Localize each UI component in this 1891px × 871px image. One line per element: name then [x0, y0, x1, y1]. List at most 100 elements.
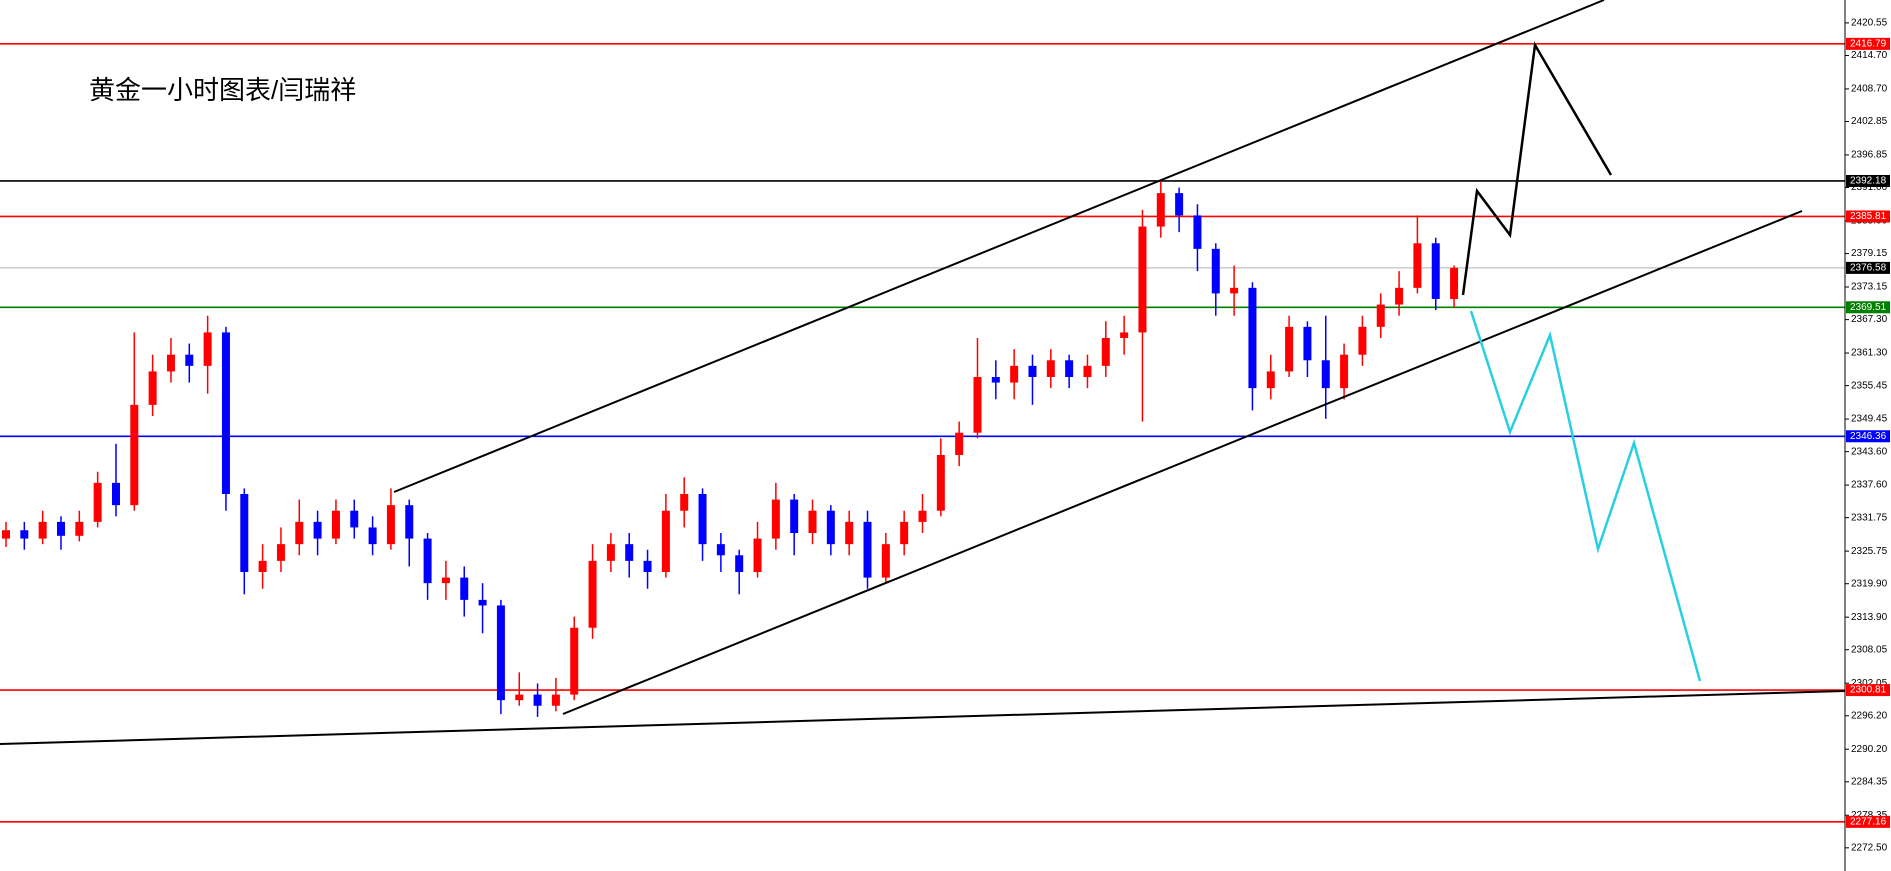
candle-body — [515, 694, 524, 701]
chart-title: 黄金一小时图表/闫瑞祥 — [89, 75, 356, 105]
level-label-bg — [1846, 815, 1890, 828]
y-tick-label: 2296.20 — [1851, 710, 1888, 721]
level-label-bg — [1846, 261, 1890, 274]
y-tick-label: 2391.00 — [1851, 182, 1888, 193]
candle-body — [1248, 287, 1257, 389]
y-tick-label: 2367.30 — [1851, 314, 1888, 325]
candle-body — [56, 521, 65, 536]
candle-body — [148, 371, 157, 405]
candle-body — [680, 494, 689, 511]
trend-line — [0, 690, 1846, 745]
candle-body — [570, 627, 579, 695]
y-tick-label: 2319.90 — [1851, 578, 1888, 589]
level-label: 2392.18 — [1850, 176, 1887, 187]
candle-body — [1303, 326, 1312, 361]
candle-body — [1120, 332, 1129, 338]
level-label-bg — [1846, 430, 1890, 443]
level-label-bg — [1846, 301, 1890, 314]
y-tick-label: 2284.35 — [1851, 776, 1888, 787]
y-tick-label: 2343.60 — [1851, 446, 1888, 457]
annotations — [0, 0, 1846, 745]
candle-body — [313, 521, 322, 539]
level-label: 2376.58 — [1850, 263, 1887, 274]
candle-body — [240, 494, 249, 573]
candle-body — [1413, 243, 1422, 288]
candle-body — [643, 560, 652, 573]
y-tick-label: 2325.75 — [1851, 546, 1888, 557]
candle-body — [1065, 360, 1074, 377]
level-label: 2416.79 — [1850, 38, 1887, 49]
candle-body — [1083, 365, 1092, 377]
candle-body — [1046, 360, 1055, 377]
candle-body — [20, 530, 29, 539]
candle-body — [826, 510, 835, 545]
candle-body — [1266, 371, 1275, 389]
level-label-bg — [1846, 684, 1890, 697]
candle-body — [973, 376, 982, 433]
y-tick-label: 2402.85 — [1851, 116, 1888, 127]
forecast-arrow — [1469, 310, 1702, 682]
y-tick-label: 2302.05 — [1851, 678, 1888, 689]
candle-body — [1321, 360, 1330, 389]
candle-body — [295, 521, 304, 545]
candle-body — [1156, 193, 1165, 227]
level-label-bg — [1846, 174, 1890, 187]
candle-body — [1193, 215, 1202, 249]
candle-body — [1395, 287, 1404, 305]
y-tick-label: 2272.50 — [1851, 842, 1888, 853]
candle-body — [1175, 193, 1184, 216]
candle-body — [38, 521, 47, 539]
candle-body — [203, 332, 212, 366]
candle-body — [166, 354, 175, 372]
candle-body — [735, 555, 744, 573]
level-label: 2346.36 — [1850, 431, 1887, 442]
candle-body — [881, 544, 890, 578]
y-tick-label: 2408.70 — [1851, 84, 1888, 95]
forecast-arrow — [1461, 41, 1613, 296]
level-label: 2300.81 — [1850, 685, 1887, 696]
candle-body — [258, 560, 267, 573]
candle-body — [2, 530, 10, 539]
trend-line — [562, 210, 1803, 715]
y-tick-label: 2396.85 — [1851, 150, 1888, 161]
candle-body — [625, 544, 634, 561]
candle-body — [405, 505, 414, 539]
candle-body — [350, 510, 359, 528]
candle-body — [1285, 326, 1294, 372]
level-label: 2369.51 — [1850, 302, 1887, 313]
candle-body — [808, 510, 817, 534]
candle-body — [845, 521, 854, 545]
candle-body — [221, 332, 230, 495]
candle-body — [1450, 267, 1459, 299]
level-label: 2385.81 — [1850, 211, 1887, 222]
y-tick-label: 2290.20 — [1851, 744, 1888, 755]
y-tick-label: 2420.55 — [1851, 18, 1888, 29]
y-tick-label: 2361.30 — [1851, 348, 1888, 359]
candle-body — [900, 521, 909, 545]
candle-body — [588, 560, 597, 628]
candle-body — [368, 527, 377, 545]
trend-line — [393, 0, 1605, 493]
candle-body — [496, 605, 505, 701]
candle-body — [1340, 354, 1349, 389]
candle-body — [698, 494, 707, 545]
y-tick-label: 2355.45 — [1851, 380, 1888, 391]
candle-body — [991, 376, 1000, 383]
candle-body — [478, 599, 487, 606]
y-tick-label: 2379.15 — [1851, 248, 1888, 259]
y-tick-label: 2337.60 — [1851, 480, 1888, 491]
candle-body — [331, 510, 340, 539]
candle-body — [111, 482, 120, 506]
level-label-bg — [1846, 37, 1890, 50]
candle-body — [1028, 365, 1037, 377]
y-tick-label: 2331.75 — [1851, 512, 1888, 523]
candle-body — [863, 521, 872, 578]
candle-body — [75, 521, 84, 536]
y-tick-label: 2308.05 — [1851, 644, 1888, 655]
y-tick-label: 2349.45 — [1851, 414, 1888, 425]
candle-body — [185, 354, 194, 366]
candle-body — [93, 482, 102, 522]
y-tick-label: 2313.90 — [1851, 612, 1888, 623]
candle-body — [955, 432, 964, 456]
